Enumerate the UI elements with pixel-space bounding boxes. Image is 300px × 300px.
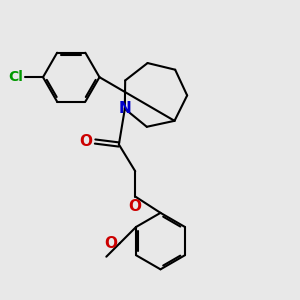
Text: O: O [104,236,117,251]
Text: Cl: Cl [8,70,23,84]
Text: O: O [129,199,142,214]
Text: N: N [118,101,131,116]
Text: O: O [79,134,92,149]
